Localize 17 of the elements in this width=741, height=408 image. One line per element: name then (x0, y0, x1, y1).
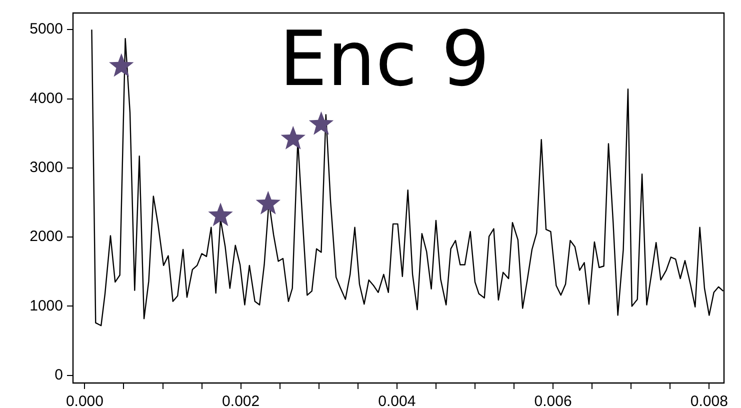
point (109, 53, 134, 77)
x-tick-label: 0.004 (378, 393, 416, 408)
x-tick-label: 0.008 (690, 393, 728, 408)
point (256, 190, 281, 214)
point (280, 126, 306, 150)
y-tick-label: 1000 (30, 297, 63, 314)
y-tick-label: 5000 (30, 20, 63, 38)
point (308, 111, 334, 135)
chart-title: Enc 9 (279, 14, 490, 103)
y-tick-label: 3000 (30, 159, 63, 176)
x-tick-label: 0.000 (66, 393, 104, 408)
x-tick-label: 0.002 (222, 393, 260, 408)
point (208, 202, 233, 226)
y-tick-label: 0 (54, 366, 63, 384)
y-tick-label: 2000 (30, 228, 63, 246)
x-tick-label: 0.006 (534, 393, 572, 408)
y-tick-label: 4000 (30, 90, 63, 107)
